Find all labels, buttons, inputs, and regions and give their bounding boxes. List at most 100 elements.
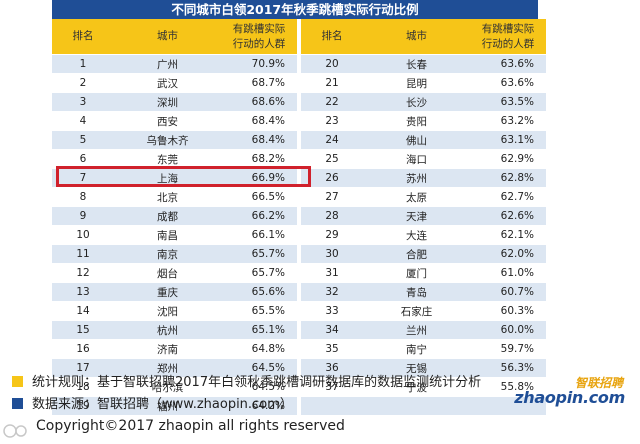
rank-cell: 20 [301, 54, 363, 74]
city-cell: 哈尔滨 [114, 377, 221, 397]
rank-cell: 21 [301, 73, 363, 93]
percent-cell: 63.2% [470, 111, 546, 131]
percent-cell: 56.3% [470, 358, 546, 378]
city-cell: 深圳 [114, 92, 221, 112]
percent-cell: 68.7% [221, 73, 297, 93]
table-row: 3 深圳 68.6% 22 长沙 63.5% [52, 92, 546, 112]
rank-cell: 37 [301, 377, 363, 397]
city-cell: 海口 [363, 149, 470, 169]
city-cell: 佛山 [363, 130, 470, 150]
logo-en-text: zhaopin.com [514, 388, 625, 407]
column-separator [297, 149, 301, 169]
data-source-note: 数据来源：智联招聘（www.zhaopin.com） [12, 394, 632, 416]
rank-cell: 32 [301, 282, 363, 302]
percent-cell: 66.1% [221, 225, 297, 245]
percent-cell: 66.9% [221, 168, 297, 188]
watermark-icon [3, 424, 27, 438]
rank-cell: 1 [52, 54, 114, 74]
stat-rule-text: 统计规则：基于智联招聘2017年白领秋季跳槽调研数据库的数据监测统计分析 [32, 375, 482, 390]
rank-cell: 3 [52, 92, 114, 112]
column-separator [297, 19, 301, 55]
city-cell: 广州 [114, 54, 221, 74]
column-separator [297, 396, 301, 415]
table-row: 7 上海 66.9% 26 苏州 62.8% [52, 168, 546, 188]
city-cell: 天津 [363, 206, 470, 226]
city-cell: 重庆 [114, 282, 221, 302]
city-cell: 合肥 [363, 244, 470, 264]
table-row: 11 南京 65.7% 30 合肥 62.0% [52, 244, 546, 264]
city-cell: 南宁 [363, 339, 470, 359]
rank-cell: 23 [301, 111, 363, 131]
city-cell: 兰州 [363, 320, 470, 340]
percent-cell: 62.7% [470, 187, 546, 207]
header-pct-line2: 行动的人群 [481, 37, 535, 50]
column-separator [297, 320, 301, 340]
rank-cell: 29 [301, 225, 363, 245]
header-pct-line2: 行动的人群 [232, 37, 286, 50]
rank-cell: 26 [301, 168, 363, 188]
header-rank-right: 排名 [301, 19, 363, 55]
percent-cell: 62.0% [470, 244, 546, 264]
table-header-row: 排名 城市 有跳槽实际 行动的人群 排名 城市 有跳槽实际 行动的人群 [52, 19, 546, 55]
header-rank-left: 排名 [52, 19, 114, 55]
city-cell: 福州 [114, 396, 221, 415]
rank-cell: 15 [52, 320, 114, 340]
city-cell: 青岛 [363, 282, 470, 302]
city-cell: 宁波 [363, 377, 470, 397]
zhaopin-logo: 智联招聘 zhaopin.com [514, 374, 629, 410]
table-row: 2 武汉 68.7% 21 昆明 63.6% [52, 73, 546, 93]
city-cell: 石家庄 [363, 301, 470, 321]
city-cell: 武汉 [114, 73, 221, 93]
city-cell: 乌鲁木齐 [114, 130, 221, 150]
city-cell: 北京 [114, 187, 221, 207]
rank-cell: 36 [301, 358, 363, 378]
column-separator [297, 339, 301, 359]
percent-cell: 68.6% [221, 92, 297, 112]
percent-cell: 68.4% [221, 111, 297, 131]
percent-cell: 60.0% [470, 320, 546, 340]
table-row: 15 杭州 65.1% 34 兰州 60.0% [52, 320, 546, 340]
city-cell: 苏州 [363, 168, 470, 188]
table-row: 8 北京 66.5% 27 太原 62.7% [52, 187, 546, 207]
rank-cell: 8 [52, 187, 114, 207]
city-cell: 昆明 [363, 73, 470, 93]
percent-cell: 65.5% [221, 301, 297, 321]
city-cell: 南京 [114, 244, 221, 264]
city-cell: 杭州 [114, 320, 221, 340]
empty-cell [363, 396, 470, 415]
ranking-table: 排名 城市 有跳槽实际 行动的人群 排名 城市 有跳槽实际 行动的人群 1 广州 7… [52, 19, 546, 415]
header-pct-right: 有跳槽实际 行动的人群 [470, 19, 546, 55]
city-cell: 沈阳 [114, 301, 221, 321]
percent-cell: 60.3% [470, 301, 546, 321]
data-source-text: 数据来源：智联招聘（www.zhaopin.com） [32, 397, 293, 412]
city-cell: 上海 [114, 168, 221, 188]
table-row: 18 哈尔滨 64.5% 37 宁波 55.8% [52, 377, 546, 397]
rank-cell: 9 [52, 206, 114, 226]
column-separator [297, 282, 301, 302]
city-cell: 南昌 [114, 225, 221, 245]
header-city-right: 城市 [363, 19, 470, 55]
rank-cell: 25 [301, 149, 363, 169]
city-cell: 长沙 [363, 92, 470, 112]
percent-cell: 68.4% [221, 130, 297, 150]
percent-cell: 62.1% [470, 225, 546, 245]
column-separator [297, 187, 301, 207]
city-cell: 烟台 [114, 263, 221, 283]
rank-cell: 35 [301, 339, 363, 359]
table-row: 5 乌鲁木齐 68.4% 24 佛山 63.1% [52, 130, 546, 150]
header-pct-line1: 有跳槽实际 [232, 22, 286, 35]
rank-cell: 17 [52, 358, 114, 378]
column-separator [297, 263, 301, 283]
table-body: 1 广州 70.9% 20 长春 63.6% 2 武汉 68.7% 21 昆明 63.6% 3 深圳 68.… [52, 54, 546, 415]
table-row: 19 福州 64.2% [52, 396, 546, 415]
table-row: 6 东莞 68.2% 25 海口 62.9% [52, 149, 546, 169]
city-cell: 郑州 [114, 358, 221, 378]
percent-cell: 65.7% [221, 244, 297, 264]
column-separator [297, 92, 301, 112]
column-separator [297, 130, 301, 150]
header-pct-left: 有跳槽实际 行动的人群 [221, 19, 297, 55]
column-separator [297, 244, 301, 264]
percent-cell: 62.8% [470, 168, 546, 188]
copyright-text: Copyright©2017 zhaopin all rights reserv… [36, 418, 345, 434]
percent-cell: 60.7% [470, 282, 546, 302]
